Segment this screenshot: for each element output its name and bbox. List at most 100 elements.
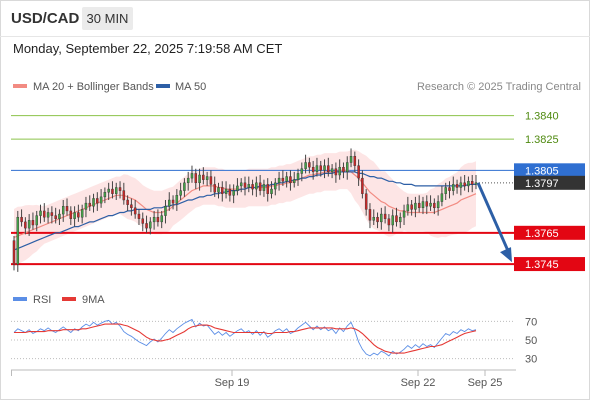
candle-body [224,188,228,194]
rsi-tick-label: 50 [525,335,537,347]
candle-body [251,184,254,190]
candle-body [130,204,133,209]
candle-body [452,184,455,191]
candle-body [228,188,232,196]
candle-body [376,216,379,223]
research-credit: Research © 2025 Trading Central [417,81,581,93]
candle-body [92,198,95,207]
rsi-legend-swatch [13,297,27,301]
candle-body [137,213,141,219]
candle-body [107,188,110,193]
candle-body [54,215,57,219]
candle-body [342,166,345,173]
candle-body [65,206,69,212]
candle-body [236,185,239,191]
candle-body [183,182,186,191]
candle-body [141,218,144,224]
projection-arrow-shaft [476,182,511,254]
candle-body [346,162,349,173]
candle-body [425,201,429,207]
candle-body [77,212,80,218]
candle-body [467,181,470,187]
candle-body [361,177,364,194]
candle-body [258,182,262,191]
candle-body [266,184,269,194]
candle-body [24,221,27,229]
candle-body [417,202,421,209]
candle-body [274,182,277,190]
candle-body [16,216,20,265]
symbol-label[interactable]: USD/CAD [11,10,80,27]
candle-body [368,209,372,221]
candle-body [84,202,88,210]
candle-body [364,193,368,210]
candle-body [12,240,16,265]
candle-body [149,221,152,229]
candle-body [444,187,447,194]
candle-body [448,187,451,191]
candle-body [39,210,42,216]
candle-body [383,213,387,219]
ma20-legend-label: MA 20 + Bollinger Bands [33,81,154,93]
candle-body [436,201,440,209]
candle-body [175,195,179,204]
candle-body [323,165,326,171]
candle-body [353,156,357,166]
candle-body [20,216,23,223]
candle-body [103,191,107,198]
candle-body [50,212,54,216]
rsi-tick-label: 30 [525,354,537,366]
x-axis-tick-label: Sep 25 [468,377,503,389]
candle-body [164,206,167,216]
candle-body [255,182,258,190]
candle-body [35,215,38,226]
ma50-legend-label: MA 50 [175,81,206,93]
x-axis-tick-label: Sep 19 [215,377,250,389]
candle-body [357,165,360,179]
candle-body [115,187,118,194]
candle-body [96,198,99,204]
candle-body [433,202,436,209]
support-level-label: 1.3765 [525,228,559,240]
candle-body [281,177,285,182]
candle-body [80,209,84,218]
candle-body [414,202,417,210]
candle-body [262,184,266,191]
candle-body [387,218,391,226]
candle-body [27,220,31,229]
candle-body [118,187,122,191]
pivot-level-tag [514,163,585,178]
candle-body [99,196,103,204]
rsi-line [13,318,477,357]
resistance-level-label: 1.3825 [525,134,559,146]
candle-body [372,216,375,221]
candle-body [463,182,466,187]
candle-body [338,166,341,176]
pivot-level-label: 1.3805 [525,165,559,177]
candle-body [221,187,224,194]
candle-body [270,188,273,194]
candle-body [186,177,190,184]
candle-body [311,166,315,173]
candle-body [402,210,406,218]
rsi-legend-label: RSI [33,294,51,306]
candle-body [410,204,413,210]
candle-body [296,173,300,180]
candle-body [300,168,304,174]
last-price-label: 1.3797 [525,178,559,190]
candle-body [73,212,76,219]
candle-body [209,176,213,185]
support-level-tag [514,225,585,240]
rsi-tick-label: 70 [525,316,537,328]
timeframe-button[interactable]: 30 MIN [82,7,133,30]
candle-body [205,176,209,180]
candle-body [217,187,220,193]
candle-body [319,165,322,171]
candle-body [58,213,61,219]
candle-body [69,210,73,219]
candle-body [285,176,288,182]
ma9-legend-label: 9MA [82,294,105,306]
candle-body [88,202,91,207]
candle-body [277,177,281,184]
candle-body [202,174,205,180]
